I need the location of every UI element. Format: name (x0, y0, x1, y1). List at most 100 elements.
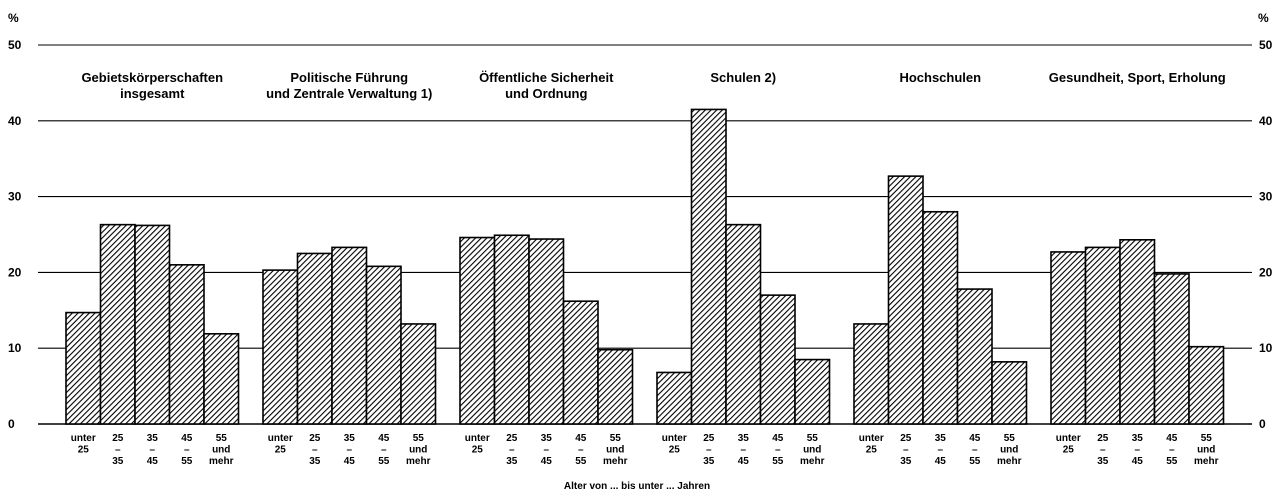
category-label: 55 (969, 456, 981, 467)
panel-title: und Zentrale Verwaltung 1) (266, 86, 432, 101)
category-label: 45 (772, 433, 784, 444)
panel-title: Gesundheit, Sport, Erholung (1049, 70, 1226, 85)
bar (853, 323, 890, 425)
bar (690, 108, 727, 425)
category-label: und (409, 445, 427, 456)
category-label: unter (1056, 433, 1081, 444)
category-label: – (740, 445, 746, 456)
bar (134, 224, 171, 425)
category-label: 55 (610, 433, 622, 444)
bar (1084, 246, 1121, 425)
category-label: 45 (1132, 456, 1144, 467)
panel-title: insgesamt (120, 86, 185, 101)
y-tick-label-right: 0 (1259, 417, 1266, 431)
category-label: 25 (78, 445, 90, 456)
category-label: 35 (935, 433, 947, 444)
bar (459, 236, 496, 425)
category-label: mehr (800, 456, 825, 467)
category-label: – (509, 445, 515, 456)
category-label: 25 (866, 445, 878, 456)
category-label: mehr (1194, 456, 1219, 467)
y-tick-label-right: 40 (1259, 114, 1273, 128)
bar (365, 265, 402, 425)
y-unit-left: % (8, 11, 19, 25)
category-label: 25 (1097, 433, 1109, 444)
category-label: und (212, 445, 230, 456)
bar (528, 238, 565, 425)
bar (331, 246, 368, 425)
category-label: unter (465, 433, 490, 444)
bar (562, 300, 599, 425)
category-label: 55 (1201, 433, 1213, 444)
bar (922, 210, 959, 425)
y-tick-label-left: 40 (8, 114, 22, 128)
panel-title: Schulen 2) (710, 70, 776, 85)
category-label: 55 (807, 433, 819, 444)
category-label: 35 (344, 433, 356, 444)
y-tick-label-right: 50 (1259, 38, 1273, 52)
bar (168, 264, 205, 425)
bar (956, 288, 993, 425)
category-label: 25 (506, 433, 518, 444)
category-label: und (1000, 445, 1018, 456)
category-label: 25 (275, 445, 287, 456)
category-label: – (775, 445, 781, 456)
category-label: 55 (216, 433, 228, 444)
panel-title: Gebietskörperschaften (81, 70, 223, 85)
panel-title: Politische Führung (290, 70, 408, 85)
category-label: 45 (147, 456, 159, 467)
category-label: 35 (541, 433, 553, 444)
category-label: 45 (541, 456, 553, 467)
category-label: unter (859, 433, 884, 444)
bar (1050, 251, 1087, 425)
bar (262, 269, 299, 425)
category-label: – (346, 445, 352, 456)
category-label: – (1169, 445, 1175, 456)
category-label: – (115, 445, 121, 456)
bar (1188, 345, 1225, 425)
category-label: 35 (1132, 433, 1144, 444)
bar (887, 175, 924, 425)
category-label: 45 (935, 456, 947, 467)
category-label: – (578, 445, 584, 456)
category-label: 45 (969, 433, 981, 444)
panel-title: Hochschulen (899, 70, 981, 85)
category-label: – (184, 445, 190, 456)
bar (493, 234, 530, 425)
category-label: mehr (997, 456, 1022, 467)
category-label: 55 (772, 456, 784, 467)
category-label: und (803, 445, 821, 456)
category-label: – (543, 445, 549, 456)
bar (725, 223, 762, 425)
bar (991, 361, 1028, 425)
category-label: unter (268, 433, 293, 444)
bar (759, 294, 796, 425)
category-label: mehr (406, 456, 431, 467)
category-label: und (1197, 445, 1215, 456)
y-tick-label-left: 10 (8, 341, 22, 355)
y-tick-label-right: 10 (1259, 341, 1273, 355)
category-label: 45 (344, 456, 356, 467)
category-label: unter (662, 433, 687, 444)
category-label: 35 (703, 456, 715, 467)
category-label: 45 (575, 433, 587, 444)
grid (38, 44, 1252, 425)
y-unit-right: % (1258, 11, 1269, 25)
category-label: – (1134, 445, 1140, 456)
x-axis-label: Alter von ... bis unter ... Jahren (564, 481, 710, 492)
category-label: – (972, 445, 978, 456)
y-tick-label-left: 50 (8, 38, 22, 52)
category-label: 25 (1063, 445, 1075, 456)
category-label: mehr (209, 456, 234, 467)
category-label: 25 (309, 433, 321, 444)
category-label: mehr (603, 456, 628, 467)
y-tick-label-left: 20 (8, 265, 22, 279)
category-label: 25 (112, 433, 124, 444)
category-label: 55 (181, 456, 193, 467)
bar (65, 311, 102, 425)
bars (65, 108, 1225, 425)
category-label: 45 (181, 433, 193, 444)
bar (597, 348, 634, 425)
category-label: 55 (575, 456, 587, 467)
